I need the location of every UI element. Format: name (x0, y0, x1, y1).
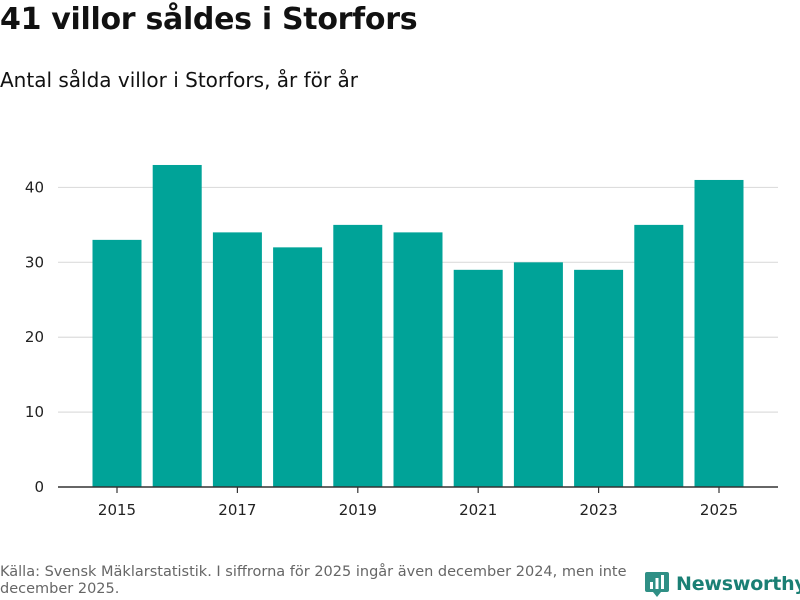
chart-subtitle: Antal sålda villor i Storfors, år för år (0, 68, 358, 92)
x-tick-label: 2015 (98, 501, 136, 519)
bar-2024 (634, 224, 684, 487)
bar-2021 (453, 269, 503, 487)
bar-2016 (152, 164, 202, 487)
bar-2015 (92, 239, 142, 487)
source-note: Källa: Svensk Mäklarstatistik. I siffror… (0, 564, 627, 597)
bar-2025 (694, 179, 744, 487)
bar-2018 (273, 247, 323, 487)
bar-2022 (513, 262, 563, 487)
brand-name: Newsworthy (676, 573, 800, 595)
newsworthy-logo-icon (645, 572, 669, 597)
newsworthy-logo: Newsworthy (644, 570, 800, 598)
bars (92, 164, 744, 487)
y-tick-label: 20 (25, 328, 44, 346)
x-tick-label: 2017 (218, 501, 256, 519)
chart-title: 41 villor såldes i Storfors (0, 2, 418, 37)
bar-chart: 0 10 20 30 40 2015 2017 2019 2021 2023 2025 (25, 164, 778, 519)
bar-2023 (574, 269, 624, 487)
x-tick-label: 2021 (459, 501, 497, 519)
x-tick-label: 2019 (339, 501, 377, 519)
y-tick-label: 40 (25, 178, 44, 196)
bar-2017 (212, 232, 262, 487)
axes: 0 10 20 30 40 2015 2017 2019 2021 2023 2025 (25, 178, 778, 519)
y-tick-label: 30 (25, 253, 44, 271)
bar-2019 (333, 224, 383, 487)
x-tick-label: 2023 (580, 501, 618, 519)
y-tick-label: 0 (34, 478, 44, 496)
y-tick-label: 10 (25, 403, 44, 421)
bar-2020 (393, 232, 443, 487)
x-tick-label: 2025 (700, 501, 738, 519)
